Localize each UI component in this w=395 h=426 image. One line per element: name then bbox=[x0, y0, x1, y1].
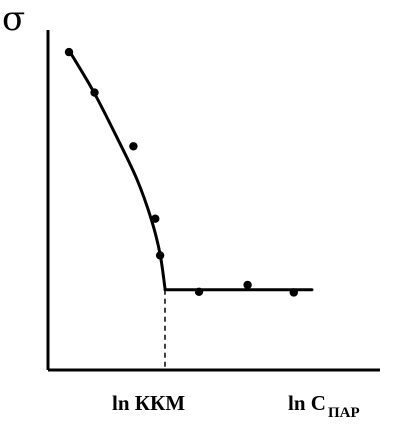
y-axis-label: σ bbox=[2, 0, 25, 39]
data-point bbox=[151, 214, 160, 223]
data-point bbox=[129, 142, 138, 151]
data-point bbox=[194, 287, 204, 296]
x-axis-label-main: ln C bbox=[288, 391, 326, 415]
chart-marks bbox=[64, 47, 314, 370]
data-point bbox=[90, 88, 99, 97]
axes bbox=[46, 30, 380, 372]
data-point bbox=[155, 251, 165, 260]
ln-kkm-label: ln ККМ bbox=[112, 391, 185, 415]
x-axis-label-subscript: ПАР bbox=[328, 405, 360, 421]
x-axis-label: ln C ПАР bbox=[288, 391, 360, 421]
data-point bbox=[243, 280, 252, 290]
data-point bbox=[289, 288, 298, 297]
data-point bbox=[64, 47, 74, 57]
decreasing-curve bbox=[67, 48, 167, 290]
